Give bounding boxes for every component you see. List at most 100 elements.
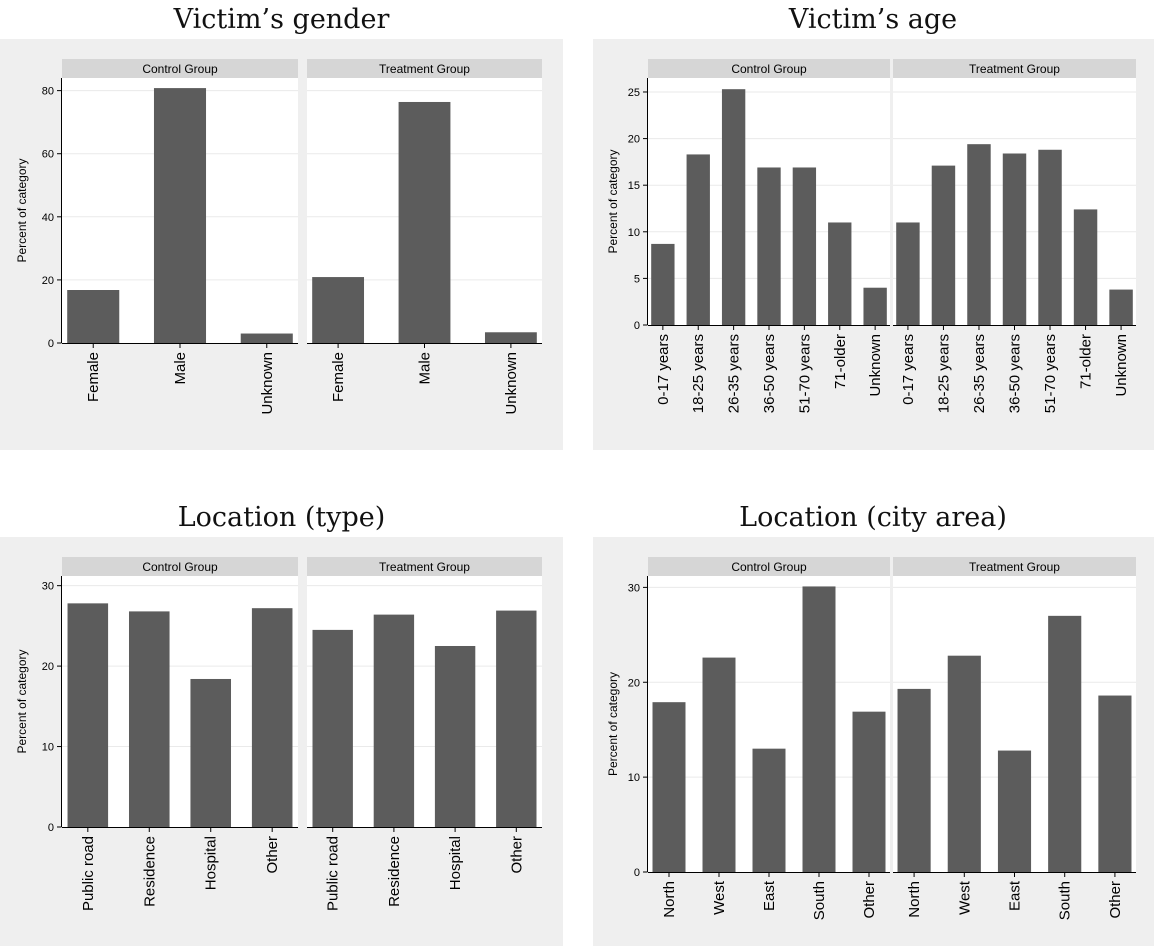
bar-male: [398, 101, 451, 343]
x-tick-label: 0-17 years: [900, 334, 917, 405]
facet-label: Control Group: [142, 560, 218, 574]
x-tick-label: Male: [417, 352, 434, 385]
bar-public-road: [67, 603, 109, 827]
x-tick-label: Other: [508, 836, 525, 874]
bar-51-70-years: [1038, 149, 1062, 325]
bar-18-25-years: [686, 154, 710, 325]
x-tick-label: Unknown: [503, 352, 520, 415]
chart-victims-gender: Percent of category 0 20 40 60 80 Control Grou…: [0, 39, 563, 450]
x-tick-label: Other: [861, 881, 878, 919]
bar-north: [652, 702, 686, 872]
x-tick-label: Residence: [141, 836, 158, 907]
y-axis-label: Percent of category: [606, 149, 620, 253]
facet-label: Control Group: [731, 560, 807, 574]
chart-location-city-area: Percent of category 0 10 20 30 Control Group N…: [593, 537, 1154, 946]
bar-east: [752, 748, 786, 872]
y-tick-label: 25: [628, 87, 640, 99]
bar-hospital: [434, 645, 476, 827]
bar-west: [947, 655, 981, 872]
x-tick-label: 18-25 years: [690, 334, 707, 413]
x-tick-label: 26-35 years: [726, 334, 743, 413]
y-tick-label: 80: [42, 86, 54, 98]
y-tick-label: 20: [42, 661, 54, 673]
x-tick-label: 71-older: [1078, 334, 1095, 389]
x-tick-label: 26-35 years: [971, 334, 988, 413]
facet-strip: [307, 557, 542, 576]
facet-treatment-group: Treatment Group North West East South Other: [893, 557, 1136, 920]
y-tick-label: 10: [628, 227, 640, 239]
bar-51-70-years: [792, 167, 817, 325]
facet-label: Control Group: [142, 62, 218, 76]
x-tick-label: South: [811, 881, 828, 920]
facet-label: Treatment Group: [379, 62, 470, 76]
chart-victims-age: Percent of category 0 5 10 15 20 25 Control Gro…: [593, 39, 1154, 450]
bar-male: [153, 88, 207, 343]
bar-other: [251, 608, 293, 827]
y-tick-label: 10: [628, 772, 640, 784]
facet-control-group: Control Group Public road Residence Hospita…: [62, 557, 298, 911]
x-tick-label: Other: [264, 836, 281, 874]
bar-residence: [128, 611, 170, 827]
y-tick-label: 0: [634, 320, 640, 332]
x-tick-label: Female: [85, 352, 102, 402]
facet-label: Treatment Group: [379, 560, 470, 574]
x-tick-label: Unknown: [259, 352, 276, 415]
bar-26-35-years: [721, 89, 746, 325]
x-tick-label: East: [761, 880, 778, 911]
x-tick-label: Other: [1107, 881, 1124, 919]
bar-unknown: [484, 332, 537, 343]
facet-strip: [62, 59, 298, 78]
x-tick-label: Public road: [325, 836, 342, 911]
x-tick-label: North: [906, 881, 923, 918]
bar-18-25-years: [931, 165, 956, 325]
y-tick-label: 40: [42, 212, 54, 224]
facet-strip: [62, 557, 298, 576]
x-tick-label: Unknown: [867, 334, 884, 397]
bar-east: [997, 750, 1032, 872]
chart-title-location-type: Location (type): [177, 502, 386, 533]
facet-strip: [648, 557, 890, 576]
facet-control-group: Control Group North West East South Other: [648, 557, 890, 920]
chart-title-victims-age: Victim’s age: [788, 4, 958, 35]
bar-other: [852, 711, 886, 872]
bar-female: [312, 277, 365, 343]
bar-71-older: [1073, 209, 1098, 325]
bar-other: [496, 610, 537, 827]
bar-north: [897, 688, 931, 872]
bar-hospital: [190, 678, 232, 827]
facet-label: Treatment Group: [969, 560, 1060, 574]
bar-36-50-years: [1002, 153, 1027, 325]
facet-strip: [893, 59, 1136, 78]
x-tick-label: 0-17 years: [655, 334, 672, 405]
y-tick-label: 20: [42, 275, 54, 287]
x-tick-label: 36-50 years: [761, 334, 778, 413]
x-tick-label: 71-older: [832, 334, 849, 389]
y-tick-label: 0: [634, 867, 640, 879]
bar-unknown: [863, 287, 887, 325]
x-tick-label: Hospital: [203, 836, 220, 890]
bar-71-older: [828, 222, 852, 325]
y-axis-label: Percent of category: [15, 649, 29, 753]
x-tick-label: 51-70 years: [1042, 334, 1059, 413]
y-axis-label: Percent of category: [606, 672, 620, 776]
y-tick-label: 15: [628, 180, 640, 192]
y-tick-label: 5: [634, 273, 640, 285]
bar-0-17-years: [651, 243, 675, 325]
x-tick-label: Unknown: [1113, 334, 1130, 397]
facet-control-group: Control Group Female Male Unknown: [62, 59, 298, 415]
x-tick-label: Public road: [80, 836, 97, 911]
facet-treatment-group: Treatment Group Female Male Unknown: [307, 59, 542, 415]
bar-36-50-years: [757, 167, 781, 325]
y-tick-label: 30: [42, 581, 54, 593]
x-tick-label: 18-25 years: [935, 334, 952, 413]
facet-strip: [307, 59, 542, 78]
bar-26-35-years: [967, 144, 991, 325]
facet-label: Control Group: [731, 62, 807, 76]
bar-public-road: [312, 629, 353, 827]
y-tick-label: 20: [628, 134, 640, 146]
facet-label: Treatment Group: [969, 62, 1060, 76]
y-tick-label: 30: [628, 582, 640, 594]
bar-west: [702, 657, 736, 872]
y-tick-label: 0: [48, 338, 54, 350]
x-tick-label: East: [1007, 880, 1024, 911]
